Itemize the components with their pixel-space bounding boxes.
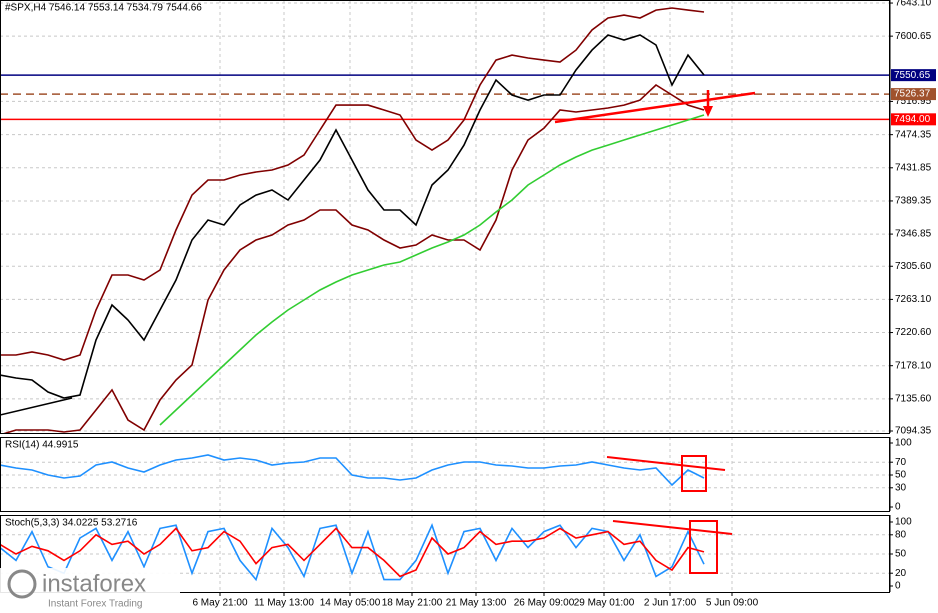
x-tick-label: 21 May 13:00	[446, 598, 507, 609]
series-line	[0, 523, 705, 582]
x-tick-label: 2 Jun 17:00	[644, 598, 697, 609]
y-tick-label: 7431.85	[895, 162, 932, 173]
y-tick-label: 7135.60	[895, 393, 932, 404]
logo-tagline: Instant Forex Trading	[48, 599, 143, 610]
series-line	[0, 34, 705, 399]
y-tick-label: 7474.35	[895, 129, 932, 140]
x-tick-label: 5 Jun 09:00	[706, 598, 759, 609]
y-tick-label: 7516.95	[895, 96, 932, 107]
x-tick-label: 6 May 21:00	[192, 598, 247, 609]
y-tick-label: 7305.60	[895, 261, 932, 272]
series-line	[0, 7, 705, 361]
y-tick-label: 7220.60	[895, 327, 932, 338]
y-tick-label: 0	[895, 502, 901, 513]
annotations	[0, 90, 756, 574]
price-level-label: 7494.00	[894, 114, 931, 125]
price-level-box	[891, 113, 936, 126]
y-tick-label: 7643.10	[895, 0, 932, 9]
x-tick-label: 26 May 09:00	[514, 598, 575, 609]
panel	[0, 0, 890, 433]
series-line	[3, 83, 705, 433]
highlight-box	[689, 520, 718, 574]
y-tick-label: 0	[895, 581, 901, 592]
y-tick-label: 7094.35	[895, 426, 932, 437]
y-tick-label: 70	[895, 457, 907, 468]
y-tick-label: 50	[895, 549, 907, 560]
y-tick-label: 7263.10	[895, 294, 932, 305]
y-tick-label: 100	[895, 517, 912, 528]
highlight-box	[681, 455, 707, 492]
price-level-box	[891, 88, 936, 101]
logo-icon	[7, 569, 37, 599]
y-tick-label: 7389.35	[895, 196, 932, 207]
price-level-label: 7526.37	[894, 89, 931, 100]
x-tick-label: 14 May 05:00	[320, 598, 381, 609]
series-line	[159, 114, 705, 426]
y-tick-label: 30	[895, 482, 907, 493]
panel-title: #SPX,H4 7546.14 7553.14 7534.79 7544.66	[5, 3, 202, 14]
price-level-label: 7550.65	[894, 70, 931, 81]
watermark: instaforex Instant Forex Trading	[0, 568, 180, 613]
x-tick-label: 11 May 13:00	[254, 598, 314, 609]
series-line	[0, 454, 705, 487]
y-tick-label: 100	[895, 438, 912, 449]
x-tick-label: 29 May 01:00	[574, 598, 635, 609]
y-tick-label: 80	[895, 529, 907, 540]
panel	[0, 437, 890, 511]
price-level-box	[891, 69, 936, 82]
y-tick-label: 50	[895, 470, 907, 481]
arrow-head	[703, 106, 713, 117]
series-line	[0, 527, 705, 578]
panel-title: RSI(14) 44.9915	[5, 440, 79, 451]
trend-line	[0, 397, 73, 416]
y-tick-label: 7600.65	[895, 31, 932, 42]
trend-line	[612, 520, 733, 535]
logo-brand: instaforex	[42, 570, 146, 597]
panel-title: Stoch(5,3,3) 34.0225 53.2716	[5, 518, 138, 529]
y-tick-label: 7346.85	[895, 229, 932, 240]
panel	[0, 515, 890, 592]
x-tick-label: 18 May 21:00	[382, 598, 443, 609]
y-tick-label: 20	[895, 568, 907, 579]
trend-line	[554, 91, 756, 124]
y-tick-label: 7178.10	[895, 360, 932, 371]
